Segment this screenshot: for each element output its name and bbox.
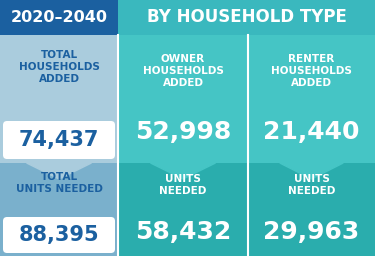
Bar xyxy=(248,163,375,256)
FancyBboxPatch shape xyxy=(3,217,115,253)
Text: 21,440: 21,440 xyxy=(263,120,360,144)
Text: 58,432: 58,432 xyxy=(135,220,231,244)
Bar xyxy=(0,0,118,35)
Polygon shape xyxy=(27,163,92,179)
Bar xyxy=(0,163,118,256)
Text: RENTER
HOUSEHOLDS
ADDED: RENTER HOUSEHOLDS ADDED xyxy=(271,54,352,88)
Bar xyxy=(118,163,248,256)
Text: UNITS
NEEDED: UNITS NEEDED xyxy=(288,174,335,196)
Text: BY HOUSEHOLD TYPE: BY HOUSEHOLD TYPE xyxy=(147,8,346,27)
Text: 52,998: 52,998 xyxy=(135,120,231,144)
Bar xyxy=(118,35,248,163)
Text: 74,437: 74,437 xyxy=(19,130,99,150)
Text: 29,963: 29,963 xyxy=(263,220,360,244)
FancyBboxPatch shape xyxy=(3,121,115,159)
Bar xyxy=(118,0,375,35)
Text: TOTAL
UNITS NEEDED: TOTAL UNITS NEEDED xyxy=(15,173,102,195)
Polygon shape xyxy=(280,163,343,179)
Text: 88,395: 88,395 xyxy=(19,225,99,245)
Bar xyxy=(248,35,375,163)
Text: 2020–2040: 2020–2040 xyxy=(10,10,108,25)
Text: OWNER
HOUSEHOLDS
ADDED: OWNER HOUSEHOLDS ADDED xyxy=(142,54,224,88)
Polygon shape xyxy=(150,163,216,179)
Text: TOTAL
HOUSEHOLDS
ADDED: TOTAL HOUSEHOLDS ADDED xyxy=(18,50,99,84)
Text: UNITS
NEEDED: UNITS NEEDED xyxy=(159,174,207,196)
Bar xyxy=(0,35,118,163)
